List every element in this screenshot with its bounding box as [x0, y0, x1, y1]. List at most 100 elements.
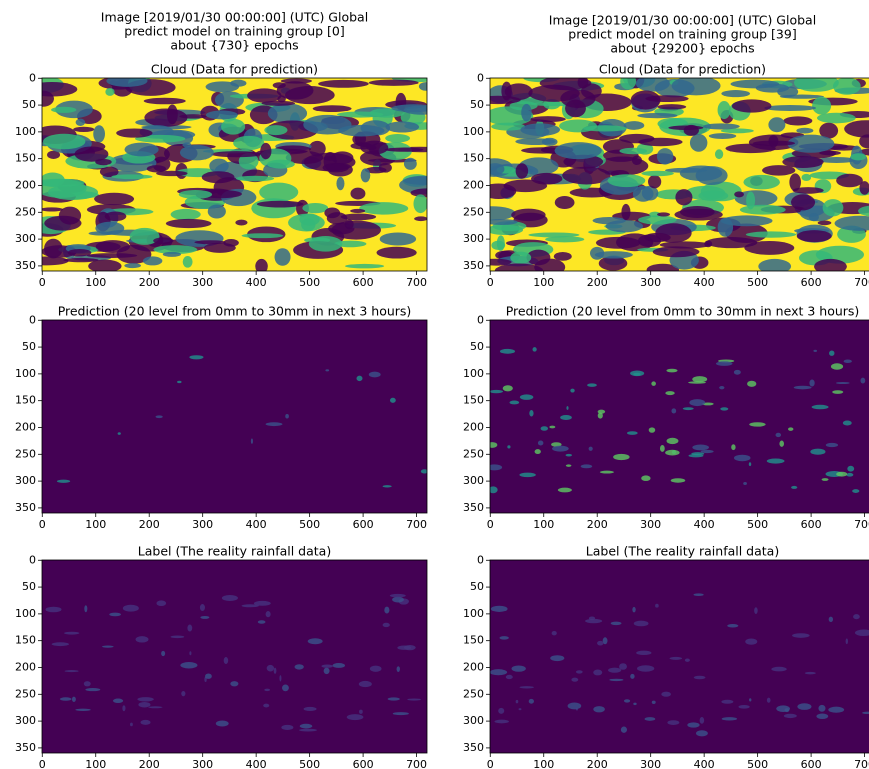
image-texture [138, 702, 151, 708]
image-texture [325, 369, 330, 372]
image-texture [510, 251, 532, 264]
image-texture [529, 410, 534, 417]
image-texture [645, 95, 689, 103]
image-panel [490, 560, 869, 753]
x-tick-label: 500 [299, 518, 320, 531]
image-texture [817, 157, 856, 163]
image-texture [804, 671, 816, 675]
image-texture [597, 412, 603, 419]
image-texture [693, 675, 706, 680]
image-texture [281, 724, 294, 730]
y-tick-label: 300 [463, 474, 484, 487]
image-texture [698, 190, 729, 202]
image-texture [599, 470, 614, 474]
image-texture [73, 126, 95, 132]
y-tick-label: 100 [15, 607, 36, 620]
image-texture [829, 350, 835, 356]
image-texture [630, 90, 661, 110]
image-texture [345, 263, 385, 269]
y-tick-label: 150 [463, 152, 484, 165]
image-texture [814, 258, 847, 271]
image-texture [273, 667, 277, 674]
x-tick-label: 300 [640, 518, 661, 531]
image-texture [494, 719, 509, 724]
image-texture [376, 246, 417, 259]
y-tick-label: 50 [470, 580, 484, 593]
image-texture [571, 677, 579, 682]
x-tick-label: 600 [801, 758, 822, 769]
x-tick-label: 300 [192, 276, 213, 289]
image-texture [42, 178, 85, 187]
image-texture [156, 600, 167, 607]
x-tick-label: 0 [487, 758, 494, 769]
image-texture [733, 369, 741, 375]
image-texture [813, 349, 818, 353]
image-panel [42, 560, 427, 753]
x-tick-label: 300 [192, 518, 213, 531]
image-texture [140, 719, 151, 725]
image-texture [630, 370, 645, 377]
image-texture [593, 669, 603, 676]
image-texture [853, 614, 860, 620]
x-tick-label: 100 [533, 518, 554, 531]
image-texture [247, 88, 282, 103]
image-texture [575, 670, 583, 674]
image-texture [299, 728, 317, 732]
image-texture [655, 223, 692, 243]
image-texture [783, 116, 813, 126]
image-texture [63, 257, 99, 263]
image-texture [323, 667, 330, 675]
image-texture [344, 219, 354, 230]
image-texture [253, 600, 271, 606]
image-texture [801, 173, 812, 182]
image-texture [368, 371, 381, 378]
image-texture [518, 157, 559, 176]
image-texture [260, 142, 272, 160]
image-texture [56, 479, 71, 483]
image-texture [646, 263, 680, 271]
image-texture [490, 464, 503, 471]
image-texture [230, 79, 247, 87]
image-texture [88, 259, 122, 271]
y-tick-label: 350 [463, 501, 484, 514]
image-texture [265, 611, 271, 618]
x-tick-label: 500 [299, 758, 320, 769]
image-texture [675, 189, 693, 206]
image-texture [812, 96, 832, 115]
x-tick-label: 700 [854, 276, 869, 289]
image-texture [490, 486, 498, 494]
image-texture [537, 440, 544, 446]
y-tick-label: 50 [470, 340, 484, 353]
image-texture [632, 185, 654, 202]
image-texture [101, 645, 114, 648]
image-texture [688, 454, 704, 458]
image-texture [143, 97, 186, 105]
panel-title: Cloud (Data for prediction) [151, 62, 318, 77]
image-texture [836, 173, 863, 188]
image-texture [104, 211, 127, 222]
image-texture [209, 158, 229, 174]
image-texture [649, 211, 661, 218]
image-texture [817, 220, 832, 226]
image-texture [821, 478, 829, 481]
image-texture [752, 140, 796, 146]
image-texture [302, 202, 329, 214]
image-texture [787, 134, 835, 153]
axes-frame [41, 77, 428, 272]
image-texture [734, 190, 778, 207]
image-texture [692, 376, 708, 383]
y-tick-label: 250 [463, 687, 484, 700]
image-texture [862, 711, 869, 715]
image-texture [122, 604, 139, 612]
image-texture [633, 702, 637, 706]
x-tick-label: 400 [246, 276, 267, 289]
image-texture [259, 182, 299, 202]
image-texture [122, 705, 126, 712]
image-texture [105, 88, 115, 96]
image-texture [610, 621, 622, 626]
image-texture [657, 212, 670, 217]
image-texture [385, 134, 411, 143]
image-texture [717, 101, 731, 120]
x-tick-label: 200 [587, 276, 608, 289]
x-tick-label: 500 [299, 276, 320, 289]
